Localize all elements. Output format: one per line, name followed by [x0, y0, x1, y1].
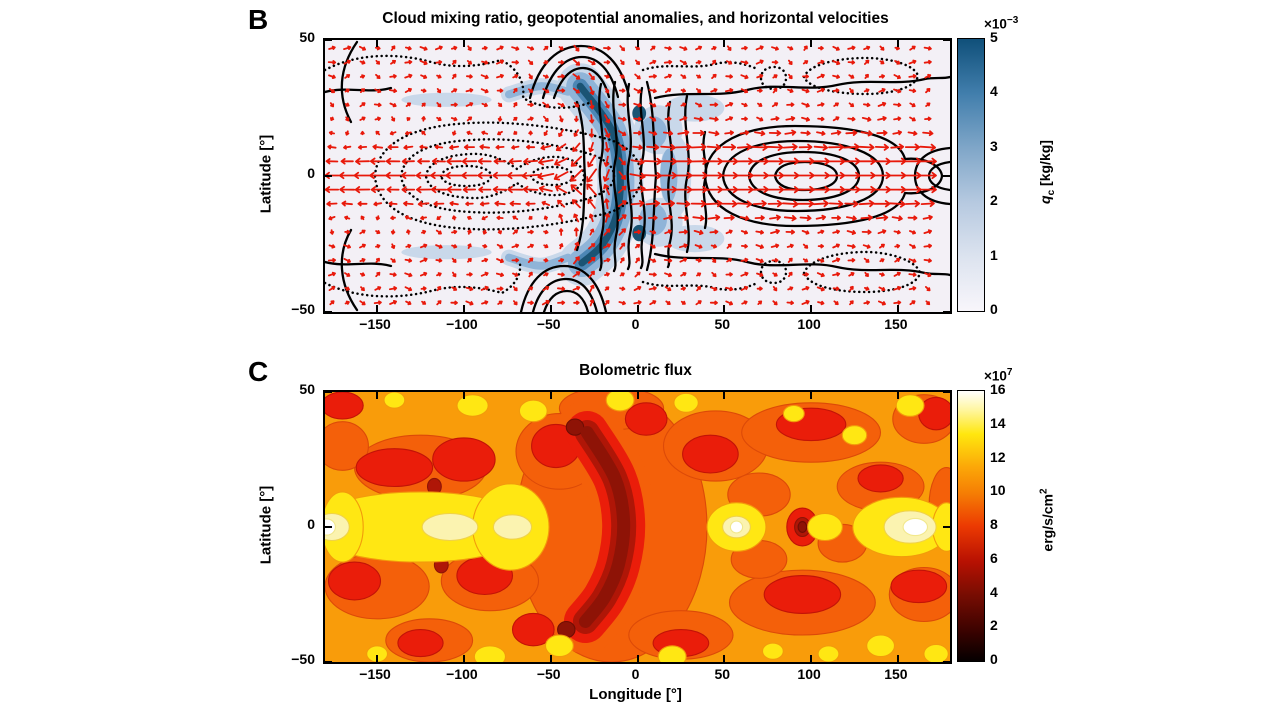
colorbar-tick-label: 0 — [990, 301, 998, 317]
colorbar-tick-label: 12 — [990, 448, 1006, 465]
y-tick-label: 50 — [299, 29, 315, 45]
panel-b-letter: B — [248, 4, 269, 35]
x-axis-label: Longitude [°] — [589, 686, 682, 703]
colorbar-tick-label: 3 — [990, 137, 998, 154]
colorbar-tick-label: 8 — [990, 516, 998, 532]
x-tick-mark — [896, 305, 899, 312]
x-tick-label: 50 — [714, 666, 731, 682]
x-tick-mark — [462, 655, 465, 662]
y-tick-label: 50 — [299, 381, 315, 397]
x-tick-mark — [636, 40, 639, 47]
x-tick-mark — [376, 392, 379, 399]
colorbar-tick-label: 4 — [990, 583, 998, 600]
y-tick-mark — [325, 392, 332, 393]
x-tick-label: −150 — [359, 316, 391, 332]
panel-b-canvas — [325, 40, 950, 312]
y-tick-mark — [943, 661, 950, 662]
x-tick-mark — [549, 40, 552, 47]
colorbar-tick-label: 2 — [990, 192, 998, 209]
panel-b-colorbar-unit-label: qc [kg/kg] — [1037, 140, 1057, 204]
y-tick-mark — [325, 40, 332, 41]
colorbar-tick-label: 5 — [990, 29, 998, 45]
x-tick-mark — [810, 655, 813, 662]
y-tick-mark — [943, 526, 950, 528]
y-tick-mark — [325, 661, 332, 662]
colorbar-tick-label: 2 — [990, 617, 998, 634]
panel-b-colorbar — [957, 38, 985, 312]
panel-c-canvas — [325, 392, 950, 662]
panel-b-title: Cloud mixing ratio, geopotential anomali… — [382, 10, 889, 27]
x-tick-mark — [810, 305, 813, 312]
x-tick-mark — [462, 40, 465, 47]
x-tick-mark — [376, 305, 379, 312]
colorbar-tick-label: 10 — [990, 482, 1006, 499]
x-tick-label: 0 — [631, 666, 640, 682]
y-tick-label: −50 — [291, 301, 315, 317]
panel-c-title: Bolometric flux — [579, 362, 692, 379]
x-tick-label: −50 — [536, 666, 561, 682]
y-tick-mark — [943, 311, 950, 312]
colorbar-tick-label: 14 — [990, 414, 1006, 431]
x-tick-label: −100 — [446, 666, 478, 682]
y-tick-mark — [325, 311, 332, 312]
velocity-quiver-arrows — [325, 44, 937, 307]
x-tick-mark — [636, 305, 639, 312]
colorbar-tick-label: 4 — [990, 83, 998, 100]
x-tick-mark — [896, 40, 899, 47]
colorbar-tick-label: 16 — [990, 381, 1006, 397]
geopotential-contours-dotted — [325, 54, 922, 298]
x-tick-mark — [723, 305, 726, 312]
x-tick-label: 150 — [884, 316, 908, 332]
y-tick-mark — [943, 392, 950, 393]
x-tick-label: 0 — [631, 316, 640, 332]
y-tick-mark — [943, 40, 950, 41]
x-tick-mark — [723, 40, 726, 47]
x-tick-mark — [810, 40, 813, 47]
x-tick-mark — [896, 392, 899, 399]
x-tick-label: 100 — [797, 666, 821, 682]
x-tick-mark — [376, 655, 379, 662]
x-tick-label: 50 — [714, 316, 731, 332]
x-tick-mark — [549, 392, 552, 399]
x-tick-label: −150 — [359, 666, 391, 682]
panel-c-colorbar — [957, 390, 985, 662]
x-tick-label: 100 — [797, 316, 821, 332]
y-tick-label: −50 — [291, 651, 315, 667]
panel-c-colorbar-unit-label: erg/s/cm2 — [1038, 488, 1056, 552]
x-tick-label: 150 — [884, 666, 908, 682]
x-tick-label: −50 — [536, 316, 561, 332]
x-tick-mark — [462, 392, 465, 399]
y-tick-label: 0 — [307, 516, 315, 532]
y-tick-label: 0 — [307, 165, 315, 181]
x-tick-mark — [376, 40, 379, 47]
x-tick-label: −100 — [446, 316, 478, 332]
colorbar-tick-label: 1 — [990, 246, 998, 263]
x-tick-mark — [549, 655, 552, 662]
y-tick-mark — [325, 526, 332, 528]
x-tick-mark — [636, 392, 639, 399]
panel-b-colorbar-exponent: ×10−3 — [984, 15, 1019, 32]
x-tick-mark — [549, 305, 552, 312]
x-tick-mark — [810, 392, 813, 399]
x-tick-mark — [896, 655, 899, 662]
panel-b-plot-area — [323, 38, 952, 314]
x-tick-mark — [723, 655, 726, 662]
y-tick-mark — [943, 175, 950, 177]
x-tick-mark — [636, 655, 639, 662]
x-tick-mark — [462, 305, 465, 312]
panel-c-colorbar-exponent: ×107 — [984, 367, 1013, 384]
y-tick-mark — [325, 175, 332, 177]
panel-c-plot-area — [323, 390, 952, 664]
colorbar-tick-label: 0 — [990, 651, 998, 667]
colorbar-tick-label: 6 — [990, 549, 998, 566]
x-tick-mark — [723, 392, 726, 399]
panel-c-letter: C — [248, 356, 269, 387]
